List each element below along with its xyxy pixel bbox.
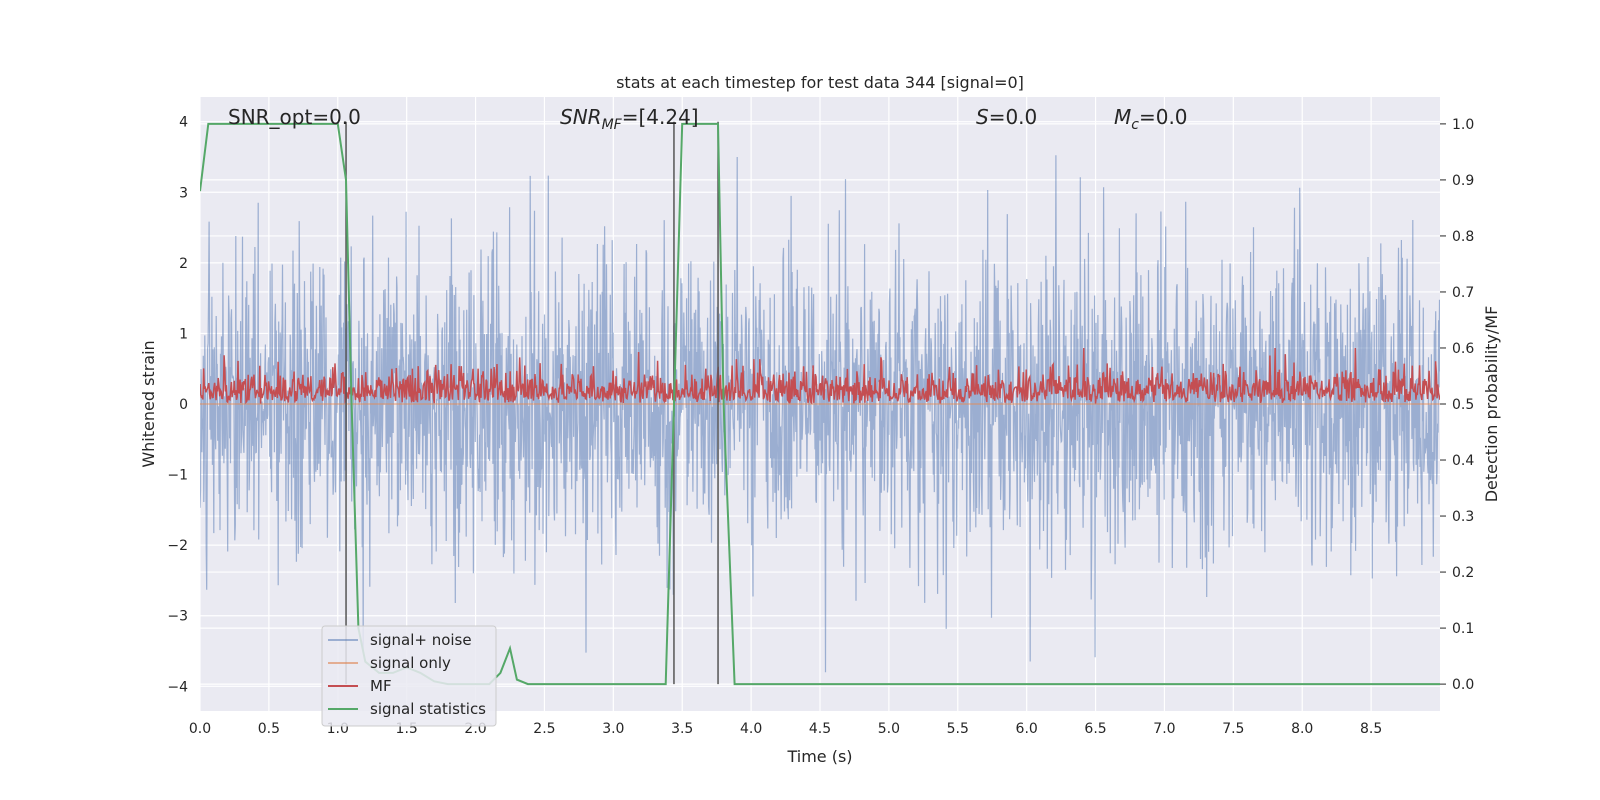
x-tick-label: 4.0 xyxy=(740,721,762,737)
annotation-snr-opt: SNR_opt=0.0 xyxy=(228,105,361,129)
legend-box xyxy=(321,625,497,727)
x-tick-label: 5.5 xyxy=(947,721,969,737)
y-tick-label-right: 0.4 xyxy=(1452,453,1474,469)
y-tick-label-right: 0.1 xyxy=(1452,621,1474,637)
x-tick-label: 0.0 xyxy=(189,721,211,737)
y-tick-label-right: 0.7 xyxy=(1452,285,1474,301)
annotation-snr-mf: SNRMF=[4.24] xyxy=(560,105,699,133)
y-tick-label-left: 4 xyxy=(179,115,188,131)
x-tick-label: 3.0 xyxy=(602,721,624,737)
x-tick-label: 8.5 xyxy=(1360,721,1382,737)
legend-label-signal-statistics: signal statistics xyxy=(370,700,486,718)
series-signal-noise-line xyxy=(200,155,1440,673)
y-tick-label-right: 0.0 xyxy=(1452,677,1474,693)
annotation-s: S=0.0 xyxy=(976,105,1037,129)
y-tick-label-left: 1 xyxy=(179,326,188,342)
x-tick-label: 7.5 xyxy=(1222,721,1244,737)
annotation-mc-symbol: M xyxy=(1114,105,1131,129)
y-tick-label-left: −2 xyxy=(167,538,188,554)
y-tick-label-right: 0.3 xyxy=(1452,509,1474,525)
x-tick-label: 8.0 xyxy=(1291,721,1313,737)
annotation-s-symbol: S xyxy=(976,105,989,129)
annotation-mc: Mc=0.0 xyxy=(1114,105,1188,133)
y-axis-label-right: Detection probability/MF xyxy=(1482,306,1501,503)
y-tick-label-right: 1.0 xyxy=(1452,117,1474,133)
x-tick-label: 4.5 xyxy=(809,721,831,737)
y-axis-label-left: Whitened strain xyxy=(139,340,158,467)
x-tick-label: 2.5 xyxy=(533,721,555,737)
annotation-row: SNR_opt=0.0 SNRMF=[4.24] S=0.0 Mc=0.0 xyxy=(228,105,1188,133)
y-tick-label-left: 2 xyxy=(179,256,188,272)
legend-label-mf: MF xyxy=(370,677,392,695)
annotation-s-value: =0.0 xyxy=(989,105,1038,129)
x-tick-label: 3.5 xyxy=(671,721,693,737)
y-tick-label-left: −1 xyxy=(167,468,188,484)
legend-label-signal-only: signal only xyxy=(370,654,451,672)
annotation-snr-mf-symbol: SNR xyxy=(560,105,602,129)
series-mf-line xyxy=(200,347,1440,405)
annotation-snr-mf-subscript: MF xyxy=(602,117,623,133)
legend-label-signal-noise: signal+ noise xyxy=(370,631,472,649)
x-tick-label: 6.0 xyxy=(1016,721,1038,737)
chart-title: stats at each timestep for test data 344… xyxy=(616,73,1024,92)
annotation-mc-value: =0.0 xyxy=(1139,105,1188,129)
y-tick-label-right: 0.8 xyxy=(1452,229,1474,245)
y-tick-label-left: −4 xyxy=(167,679,188,695)
x-tick-label: 7.0 xyxy=(1153,721,1175,737)
annotation-mc-subscript: c xyxy=(1131,117,1139,133)
annotation-snr-mf-value: =[4.24] xyxy=(622,105,699,129)
x-tick-label: 6.5 xyxy=(1084,721,1106,737)
y-tick-label-left: −3 xyxy=(167,609,188,625)
y-tick-label-right: 0.9 xyxy=(1452,173,1474,189)
y-tick-label-right: 0.2 xyxy=(1452,565,1474,581)
x-axis-label: Time (s) xyxy=(786,747,852,766)
y-tick-label-left: 0 xyxy=(179,397,188,413)
y-tick-label-left: 3 xyxy=(179,185,188,201)
y-tick-label-right: 0.6 xyxy=(1452,341,1474,357)
y-tick-label-right: 0.5 xyxy=(1452,397,1474,413)
x-tick-label: 5.0 xyxy=(878,721,900,737)
legend: signal+ noise signal only MF signal stat… xyxy=(321,625,497,727)
x-tick-label: 0.5 xyxy=(258,721,280,737)
axes-layer: 0.0 0.5 1.0 1.5 2.0 2.5 3.0 3.5 4.0 4.5 5.0 5.5 6.0 6… xyxy=(167,115,1474,737)
